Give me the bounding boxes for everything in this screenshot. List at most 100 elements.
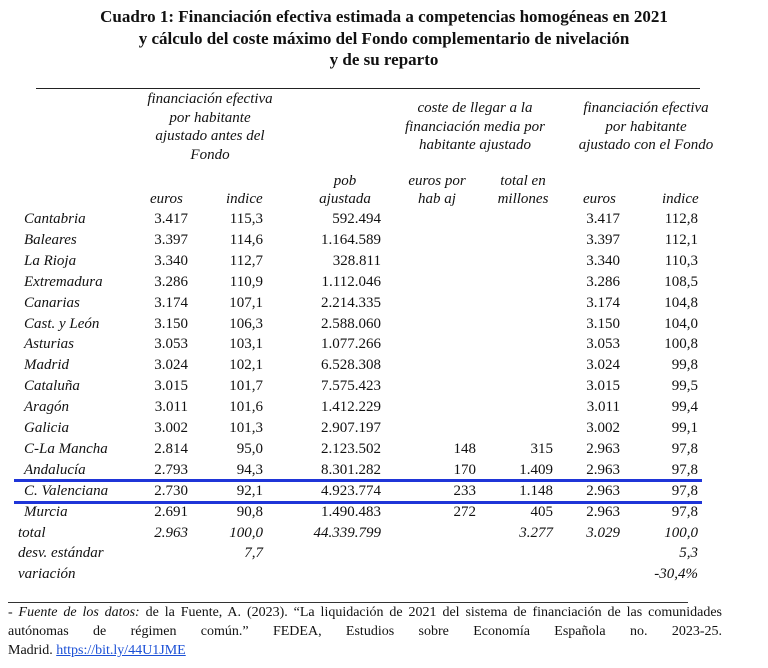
cell-indice1: 101,3 xyxy=(229,420,263,436)
highlight-line-above xyxy=(14,478,702,482)
region-name: La Rioja xyxy=(24,252,77,269)
region-name: Aragón xyxy=(24,399,69,416)
header-line: financiación media por xyxy=(405,118,545,135)
footnote-rule xyxy=(8,602,688,603)
cell-pob: 1.164.589 xyxy=(321,231,381,248)
cell-pob: 2.214.335 xyxy=(321,294,381,311)
cell-indice1: 7,7 xyxy=(244,545,263,562)
col-header-euros-before: euros xyxy=(150,191,183,207)
cell-indice1: 90,8 xyxy=(236,503,263,520)
cell-euros2: 3.024 xyxy=(586,357,620,374)
cell-pob: 7.575.423 xyxy=(321,378,381,395)
cell-indice1: 115,3 xyxy=(229,211,263,227)
cell-pob: 1.490.483 xyxy=(321,503,381,520)
header-line: ajustado con el Fondo xyxy=(578,137,714,153)
cell-euros2: 3.286 xyxy=(586,273,620,290)
table-row: Aragón 3.011 101,6 1.412.229 3.011 99,4 xyxy=(0,397,768,418)
cell-pob: 6.528.308 xyxy=(321,357,381,374)
cell-pob: 1.412.229 xyxy=(321,399,381,416)
title-line: y cálculo del coste máximo del Fondo com… xyxy=(138,28,630,48)
summary-row: total 2.963 100,0 44.339.799 3.277 3.029 100,0 xyxy=(0,523,768,544)
group-header-cost: coste de llegar a la financiación media … xyxy=(390,99,560,155)
cell-total-mill: 405 xyxy=(530,503,554,520)
region-name: Murcia xyxy=(24,503,68,520)
table-row: Galicia 3.002 101,3 2.907.197 3.002 99,1 xyxy=(0,418,768,439)
cell-indice1: 106,3 xyxy=(229,315,263,332)
source-citation: de la Fuente, A. (2023). “La liquidación… xyxy=(139,605,722,620)
summary-row: desv. estándar 7,7 5,3 xyxy=(0,543,768,564)
cell-euros2: 3.150 xyxy=(586,315,620,332)
title-line: Cuadro 1: Financiación efectiva estimada… xyxy=(100,7,668,26)
cell-indice2: 100,8 xyxy=(664,336,698,353)
header-line: coste de llegar a la xyxy=(417,100,533,116)
summary-label: variación xyxy=(18,566,76,583)
header-line: habitante ajustado xyxy=(418,137,532,153)
cell-indice2: 97,8 xyxy=(671,461,698,478)
footnote-line: - Fuente de los datos: de la Fuente, A. … xyxy=(8,603,722,622)
cell-pob: 328.811 xyxy=(332,252,381,269)
region-name: Andalucía xyxy=(24,461,86,478)
cell-euros1: 3.024 xyxy=(154,357,188,374)
table-row: C. Valenciana 2.730 92,1 4.923.774 233 1.148 2… xyxy=(0,481,768,502)
cell-total-mill: 1.148 xyxy=(519,482,553,499)
cell-total-mill: 3.277 xyxy=(519,524,553,541)
cell-indice2: 100,0 xyxy=(664,524,698,541)
header-line: ajustada xyxy=(319,190,371,207)
cell-euros-hab: 272 xyxy=(453,503,477,520)
header-line: hab aj xyxy=(418,190,456,207)
region-name: Galicia xyxy=(24,420,69,436)
source-link[interactable]: https://bit.ly/44U1JME xyxy=(56,643,186,658)
cell-total-mill: 1.409 xyxy=(519,461,553,478)
cell-indice2: 108,5 xyxy=(664,273,698,290)
region-name: Canarias xyxy=(24,294,80,311)
cell-indice2: 99,5 xyxy=(671,378,698,395)
footnote-line: Madrid. https://bit.ly/44U1JME xyxy=(8,643,186,658)
highlight-line-below xyxy=(14,500,702,504)
cell-pob: 2.588.060 xyxy=(321,315,381,332)
cell-pob: 44.339.799 xyxy=(313,524,382,541)
cell-indice2: 99,8 xyxy=(671,357,698,374)
group-header-before: financiación efectiva por habitante ajus… xyxy=(130,90,290,164)
cell-indice2: 104,8 xyxy=(664,294,698,311)
cell-indice2: -30,4% xyxy=(654,566,698,583)
cell-indice2: 99,1 xyxy=(671,420,698,436)
cell-indice1: 114,6 xyxy=(229,231,263,248)
footnote: - Fuente de los datos: de la Fuente, A. … xyxy=(8,603,722,660)
cell-indice1: 112,7 xyxy=(229,252,263,269)
source-label: - Fuente de los datos: xyxy=(8,605,140,620)
cell-pob: 8.301.282 xyxy=(321,461,381,478)
cell-euros1: 3.174 xyxy=(154,294,188,311)
cell-indice1: 107,1 xyxy=(229,294,263,311)
col-header-total-millones: total en millones xyxy=(490,173,556,208)
cell-euros1: 3.011 xyxy=(154,399,188,416)
cell-indice2: 97,8 xyxy=(671,503,698,520)
table-row: Cantabria 3.417 115,3 592.494 3.417 112,8 xyxy=(0,209,768,230)
region-name: Cantabria xyxy=(24,211,86,227)
table-row: Asturias 3.053 103,1 1.077.266 3.053 100,8 xyxy=(0,334,768,355)
footnote-place: Madrid. xyxy=(8,643,53,658)
table-row: Cast. y León 3.150 106,3 2.588.060 3.150 104,… xyxy=(0,314,768,335)
header-line: financiación efectiva xyxy=(147,91,273,107)
table-row: Madrid 3.024 102,1 6.528.308 3.024 99,8 xyxy=(0,355,768,376)
header-line: Fondo xyxy=(190,146,230,163)
cell-indice2: 112,1 xyxy=(664,231,698,248)
cell-pob: 4.923.774 xyxy=(321,482,381,499)
region-name: Extremadura xyxy=(24,273,103,290)
cell-euros2: 3.053 xyxy=(586,336,620,353)
table-row: Canarias 3.174 107,1 2.214.335 3.174 104,8 xyxy=(0,293,768,314)
cell-indice1: 95,0 xyxy=(236,440,263,457)
region-name: Asturias xyxy=(24,336,75,353)
cell-pob: 1.077.266 xyxy=(321,336,381,353)
summary-label: desv. estándar xyxy=(18,545,104,562)
top-rule xyxy=(36,88,700,89)
table-title: Cuadro 1: Financiación efectiva estimada… xyxy=(0,6,768,71)
cell-indice2: 112,8 xyxy=(664,211,698,227)
summary-row: variación -30,4% xyxy=(0,564,768,585)
title-line: y de su reparto xyxy=(329,50,439,69)
col-header-pob: pob ajustada xyxy=(306,173,384,208)
cell-pob: 2.907.197 xyxy=(321,420,381,436)
cell-indice1: 94,3 xyxy=(236,461,263,478)
table-row: La Rioja 3.340 112,7 328.811 3.340 110,3 xyxy=(0,251,768,272)
cell-euros1: 3.286 xyxy=(154,273,188,290)
cell-indice1: 100,0 xyxy=(229,524,263,541)
